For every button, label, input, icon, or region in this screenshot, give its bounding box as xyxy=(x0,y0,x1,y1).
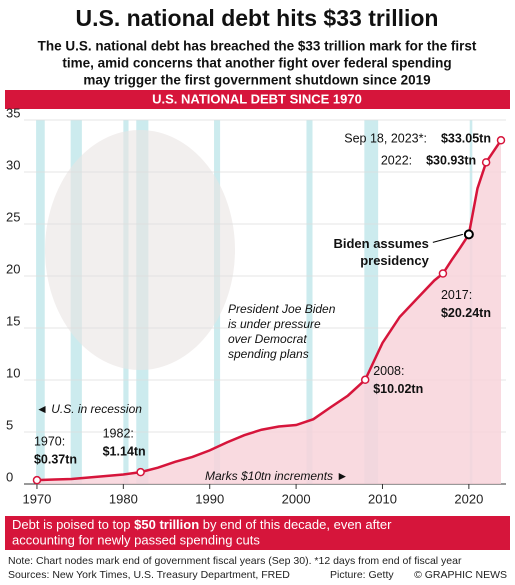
title: U.S. national debt hits $33 trillion xyxy=(76,5,439,31)
recession-label: ◄ U.S. in recession xyxy=(36,402,142,416)
node-label: 2022: xyxy=(381,154,412,168)
note: Sources: New York Times, U.S. Treasury D… xyxy=(8,569,290,581)
node xyxy=(136,467,145,477)
y-tick-label: 5 xyxy=(6,417,13,432)
biden-label: Biden assumes xyxy=(333,236,428,251)
box-text: accounting for newly passed spending cut… xyxy=(12,532,260,547)
subtitle: may trigger the first government shutdow… xyxy=(83,73,430,88)
y-tick-label: 15 xyxy=(6,313,20,328)
pressure-note: is under pressure xyxy=(228,317,321,331)
pressure-note: President Joe Biden xyxy=(228,302,336,316)
recession-band xyxy=(36,120,45,484)
node-label: 1982: xyxy=(103,426,134,440)
y-tick-label: 35 xyxy=(6,105,20,120)
x-tick-label: 1980 xyxy=(109,491,138,506)
x-tick-label: 1990 xyxy=(195,491,224,506)
pressure-note: over Democrat xyxy=(228,332,307,346)
box-text: $50 trillion xyxy=(134,517,199,532)
y-tick-label: 10 xyxy=(6,365,20,380)
x-tick-label: 2020 xyxy=(454,491,483,506)
recession-band xyxy=(306,120,313,484)
node xyxy=(496,136,506,145)
node-value: $20.24tn xyxy=(441,306,491,320)
box-text: by end of this decade, even after xyxy=(199,517,392,532)
pressure-note: spending plans xyxy=(228,347,309,361)
node-value: $0.37tn xyxy=(34,452,77,466)
copyright: © GRAPHIC NEWS xyxy=(414,569,507,581)
node xyxy=(32,475,42,485)
node xyxy=(360,375,370,385)
node-value: $10.02tn xyxy=(373,382,423,396)
x-tick-label: 1970 xyxy=(22,491,51,506)
box-text: Debt is poised to top xyxy=(12,517,134,532)
y-tick-label: 0 xyxy=(6,469,13,484)
biden-node xyxy=(463,229,474,240)
note: Note: Chart nodes mark end of government… xyxy=(8,555,462,567)
y-tick-label: 30 xyxy=(6,157,20,172)
banner-bg xyxy=(5,90,510,109)
line xyxy=(36,139,503,482)
x-tick-label: 2000 xyxy=(282,491,311,506)
banner: U.S. NATIONAL DEBT SINCE 1970 xyxy=(152,91,362,106)
y-tick-label: 25 xyxy=(6,209,20,224)
node-value: $33.05tn xyxy=(441,132,491,146)
credit: Picture: Getty xyxy=(330,569,394,581)
area xyxy=(36,140,501,484)
node-value: $30.93tn xyxy=(426,154,476,168)
x-tick-label: 2010 xyxy=(368,491,397,506)
node-label: 1970: xyxy=(34,434,65,448)
node xyxy=(481,158,491,167)
subtitle: The U.S. national debt has breached the … xyxy=(38,39,477,54)
y-tick-label: 20 xyxy=(6,261,20,276)
node-label: Sep 18, 2023*: xyxy=(344,132,427,146)
box-text: Debt is poised to top $50 trillion by en… xyxy=(12,517,392,532)
biden-label: presidency xyxy=(360,253,429,268)
leader xyxy=(432,233,463,243)
increments-label: Marks $10tn increments ► xyxy=(205,469,348,483)
node xyxy=(438,269,448,278)
node-value: $1.14tn xyxy=(103,444,146,458)
box-bg xyxy=(5,516,510,550)
node-label: 2008: xyxy=(373,364,404,378)
subtitle: time, amid concerns that another fight o… xyxy=(62,56,451,71)
photo-placeholder xyxy=(45,130,235,370)
node-label: 2017: xyxy=(441,288,472,302)
plot: 0 5 10 15 20 25 30 35 1970 1980 1990 2000 2010 2020 19… xyxy=(6,105,506,506)
